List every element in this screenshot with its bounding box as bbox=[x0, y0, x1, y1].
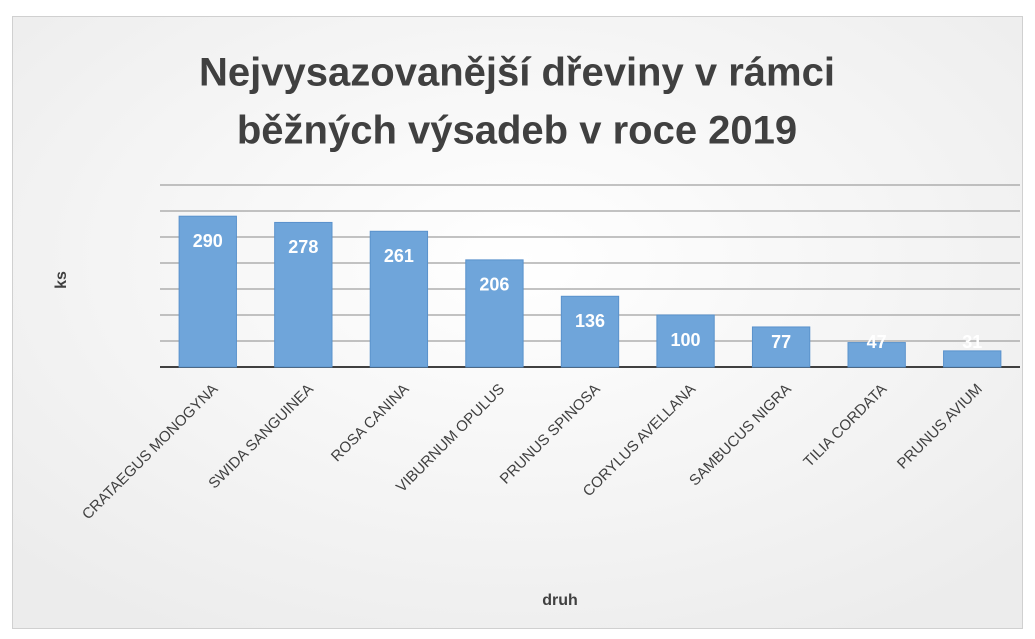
bar bbox=[369, 230, 429, 368]
x-axis-title: druh bbox=[542, 592, 578, 609]
chart-title: běžných výsadeb v roce 2019 bbox=[237, 109, 797, 153]
y-axis-title: ks bbox=[53, 271, 70, 289]
data-label: 278 bbox=[288, 237, 318, 257]
bar bbox=[751, 326, 811, 368]
bar bbox=[274, 221, 333, 368]
bar bbox=[560, 295, 620, 368]
data-label: 77 bbox=[771, 332, 791, 352]
data-label: 100 bbox=[671, 330, 701, 350]
data-label: 31 bbox=[962, 332, 982, 352]
bar bbox=[847, 342, 906, 368]
data-label: 136 bbox=[575, 311, 605, 331]
chart-title: Nejvysazovanější dřeviny v rámci bbox=[199, 51, 835, 95]
data-label: 290 bbox=[193, 231, 223, 251]
data-label: 206 bbox=[479, 275, 509, 295]
data-label: 261 bbox=[384, 246, 414, 266]
bar bbox=[656, 314, 715, 368]
data-label: 47 bbox=[867, 332, 887, 352]
bar bbox=[465, 259, 524, 368]
bar bbox=[943, 350, 1002, 368]
bar bbox=[178, 215, 237, 368]
